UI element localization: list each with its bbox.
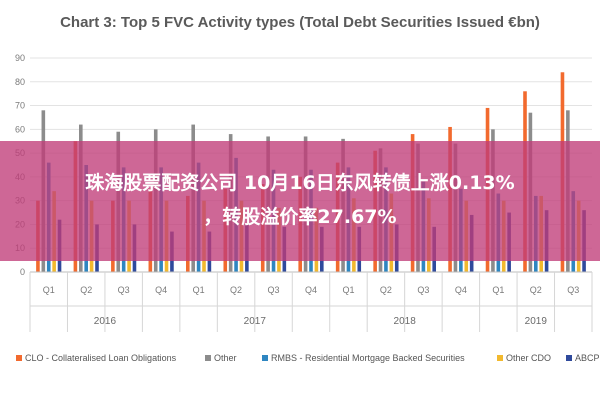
x-tick-label: Q1: [492, 285, 504, 295]
x-tick-label: Q4: [155, 285, 167, 295]
year-label: 2016: [94, 316, 117, 327]
x-axis-ticks: Q1 Q2 Q3 Q4 Q1 Q2 Q3 Q4 Q1 Q2 Q3 Q4 Q1 Q2 Q3: [30, 271, 592, 295]
y-tick-label: 90: [15, 53, 25, 63]
x-tick-label: Q3: [118, 285, 130, 295]
x-tick-label: Q4: [455, 285, 467, 295]
year-label: 2017: [244, 316, 267, 327]
x-tick-label: Q2: [230, 285, 242, 295]
x-tick-label: Q3: [567, 285, 579, 295]
x-tick-label: Q4: [305, 285, 317, 295]
headline-line-2: ，转股溢价率27.67%: [203, 206, 397, 228]
legend-label: Other CDO: [506, 353, 551, 363]
legend-label: Other: [214, 353, 237, 363]
x-tick-label: Q1: [342, 285, 354, 295]
headline-line-1: 珠海股票配资公司 10月16日东风转债上涨0.13%: [85, 172, 515, 194]
y-tick-label: 60: [15, 124, 25, 134]
legend-label: ABCP: [575, 353, 600, 363]
legend-label: RMBS - Residential Mortgage Backed Secur…: [271, 353, 465, 363]
y-tick-label: 80: [15, 77, 25, 87]
year-label: 2018: [394, 316, 417, 327]
y-tick-label: 70: [15, 101, 25, 111]
year-label: 2019: [525, 316, 548, 327]
x-tick-label: Q3: [417, 285, 429, 295]
x-tick-label: Q2: [80, 285, 92, 295]
x-tick-label: Q2: [380, 285, 392, 295]
legend-swatch-rmbs: [262, 355, 268, 361]
legend-label: CLO - Collateralised Loan Obligations: [25, 353, 177, 363]
headline-banner: [0, 141, 600, 261]
legend-swatch-other: [205, 355, 211, 361]
legend: CLO - Collateralised Loan Obligations Oth…: [16, 353, 600, 363]
chart-title: Chart 3: Top 5 FVC Activity types (Total…: [60, 14, 540, 31]
legend-swatch-abcp: [566, 355, 572, 361]
x-tick-label: Q1: [43, 285, 55, 295]
y-tick-label: 0: [20, 267, 25, 277]
legend-swatch-clo: [16, 355, 22, 361]
x-tick-label: Q3: [268, 285, 280, 295]
x-tick-label: Q2: [530, 285, 542, 295]
x-tick-label: Q1: [193, 285, 205, 295]
year-groups: 2016 2017 2018 2019: [29, 272, 593, 332]
headline: 珠海股票配资公司 10月16日东风转债上涨0.13% ，转股溢价率27.67%: [0, 166, 600, 234]
legend-swatch-other-cdo: [497, 355, 503, 361]
